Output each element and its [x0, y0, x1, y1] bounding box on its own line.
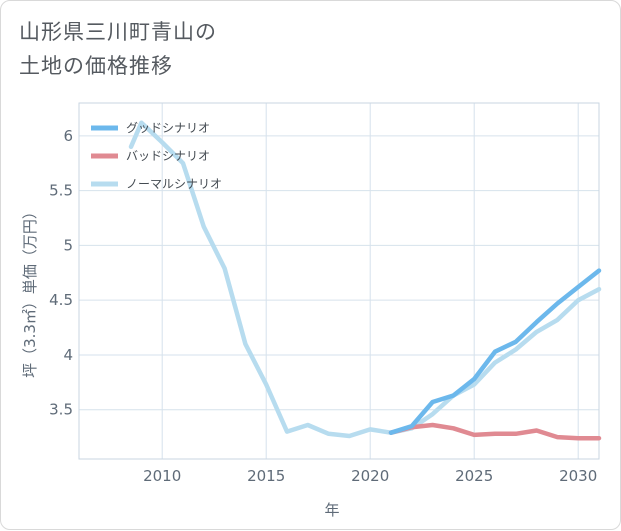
x-tick-label: 2020: [351, 467, 389, 485]
x-tick-label: 2025: [455, 467, 493, 485]
legend-label-1: バッドシナリオ: [126, 149, 210, 163]
legend-label-0: グッドシナリオ: [126, 121, 210, 135]
plot-frame: [78, 102, 600, 460]
y-tick-label: 5: [63, 236, 73, 254]
x-tick-label: 2030: [559, 467, 597, 485]
y-axis-label: 坪（3.3㎡）単価（万円）: [21, 204, 39, 378]
y-tick-label: 3.5: [49, 401, 73, 419]
y-tick-label: 6: [63, 127, 73, 145]
x-axis-label: 年: [324, 501, 339, 519]
grid: [79, 103, 599, 459]
y-tick-label: 5.5: [49, 182, 73, 200]
title-line-2: 土地の価格推移: [19, 54, 173, 78]
series-layer: [128, 120, 602, 441]
series-line-1: [388, 422, 602, 441]
legend-label-2: ノーマルシナリオ: [126, 177, 222, 191]
x-tick-label: 2010: [143, 467, 181, 485]
tick-labels: 2010 2015 2020 2025 2030 3.5 4 4.5 5 5.5 6: [49, 127, 597, 485]
y-tick-label: 4.5: [49, 291, 73, 309]
title-line-1: 山形県三川町青山の: [19, 20, 217, 44]
series-line-0: [388, 268, 602, 435]
y-tick-label: 4: [63, 346, 73, 364]
x-tick-label: 2015: [247, 467, 285, 485]
chart-title: 山形県三川町青山の 土地の価格推移: [19, 15, 217, 83]
series-line-2: [128, 120, 602, 439]
